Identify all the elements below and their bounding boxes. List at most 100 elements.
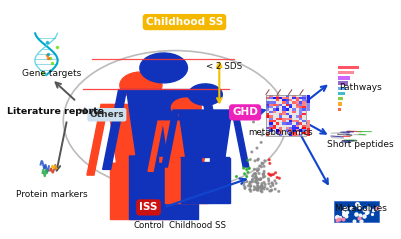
Point bbox=[255, 181, 261, 185]
FancyBboxPatch shape bbox=[296, 113, 299, 115]
FancyBboxPatch shape bbox=[299, 99, 302, 102]
Point bbox=[253, 188, 260, 191]
FancyBboxPatch shape bbox=[289, 109, 292, 111]
FancyBboxPatch shape bbox=[289, 104, 292, 106]
FancyBboxPatch shape bbox=[273, 118, 276, 120]
FancyBboxPatch shape bbox=[282, 102, 286, 104]
Text: Control: Control bbox=[133, 221, 164, 230]
Point bbox=[261, 169, 267, 173]
FancyBboxPatch shape bbox=[282, 118, 286, 120]
FancyBboxPatch shape bbox=[276, 125, 279, 127]
Point bbox=[245, 184, 251, 188]
FancyBboxPatch shape bbox=[273, 95, 276, 97]
FancyBboxPatch shape bbox=[292, 104, 296, 106]
FancyBboxPatch shape bbox=[279, 104, 282, 106]
Text: GHD: GHD bbox=[232, 107, 258, 117]
FancyBboxPatch shape bbox=[273, 122, 276, 125]
FancyBboxPatch shape bbox=[286, 102, 289, 104]
FancyBboxPatch shape bbox=[286, 134, 289, 136]
Text: Short peptides: Short peptides bbox=[327, 140, 394, 149]
Point bbox=[254, 158, 261, 162]
FancyBboxPatch shape bbox=[276, 118, 279, 120]
FancyBboxPatch shape bbox=[296, 104, 299, 106]
FancyBboxPatch shape bbox=[282, 129, 286, 131]
Polygon shape bbox=[129, 156, 158, 219]
FancyBboxPatch shape bbox=[299, 113, 302, 115]
FancyBboxPatch shape bbox=[338, 108, 341, 111]
Point bbox=[251, 185, 257, 189]
Point bbox=[256, 186, 263, 190]
FancyBboxPatch shape bbox=[279, 109, 282, 111]
FancyBboxPatch shape bbox=[266, 131, 269, 134]
FancyBboxPatch shape bbox=[282, 104, 286, 106]
Point bbox=[261, 187, 267, 191]
Point bbox=[241, 183, 247, 187]
FancyBboxPatch shape bbox=[269, 127, 273, 129]
Point bbox=[268, 189, 274, 193]
Point bbox=[253, 176, 260, 180]
FancyBboxPatch shape bbox=[276, 99, 279, 102]
Polygon shape bbox=[179, 110, 232, 162]
Point bbox=[249, 174, 256, 178]
Polygon shape bbox=[190, 163, 208, 203]
Point bbox=[270, 183, 276, 187]
FancyBboxPatch shape bbox=[302, 102, 306, 104]
Point bbox=[246, 182, 253, 186]
FancyBboxPatch shape bbox=[282, 125, 286, 127]
FancyBboxPatch shape bbox=[266, 104, 269, 106]
Point bbox=[253, 180, 260, 184]
FancyBboxPatch shape bbox=[296, 97, 299, 99]
Point bbox=[273, 181, 279, 185]
Polygon shape bbox=[210, 158, 230, 203]
FancyBboxPatch shape bbox=[299, 106, 302, 109]
FancyBboxPatch shape bbox=[302, 122, 306, 125]
FancyBboxPatch shape bbox=[289, 106, 292, 109]
FancyBboxPatch shape bbox=[269, 97, 273, 99]
Point bbox=[275, 190, 282, 193]
FancyBboxPatch shape bbox=[289, 118, 292, 120]
Point bbox=[241, 180, 247, 184]
FancyBboxPatch shape bbox=[292, 120, 296, 122]
FancyBboxPatch shape bbox=[279, 106, 282, 109]
Point bbox=[258, 165, 265, 169]
Point bbox=[258, 188, 264, 192]
FancyBboxPatch shape bbox=[279, 95, 282, 97]
Point bbox=[276, 176, 283, 180]
Polygon shape bbox=[174, 104, 195, 175]
FancyBboxPatch shape bbox=[279, 111, 282, 113]
Polygon shape bbox=[87, 104, 108, 175]
FancyBboxPatch shape bbox=[269, 106, 273, 109]
FancyBboxPatch shape bbox=[338, 81, 348, 85]
FancyBboxPatch shape bbox=[269, 102, 273, 104]
Polygon shape bbox=[172, 98, 201, 117]
Point bbox=[233, 174, 240, 178]
FancyBboxPatch shape bbox=[286, 97, 289, 99]
FancyBboxPatch shape bbox=[276, 127, 279, 129]
FancyBboxPatch shape bbox=[302, 120, 306, 122]
FancyBboxPatch shape bbox=[296, 134, 299, 136]
FancyBboxPatch shape bbox=[276, 95, 279, 97]
FancyBboxPatch shape bbox=[296, 99, 299, 102]
FancyBboxPatch shape bbox=[279, 115, 282, 118]
FancyBboxPatch shape bbox=[266, 99, 269, 102]
Point bbox=[272, 171, 279, 175]
Text: Others: Others bbox=[89, 110, 124, 119]
FancyBboxPatch shape bbox=[302, 97, 306, 99]
Point bbox=[253, 174, 259, 178]
Point bbox=[268, 173, 275, 177]
Point bbox=[250, 177, 256, 181]
Point bbox=[254, 178, 261, 182]
Text: Gene targets: Gene targets bbox=[22, 69, 81, 78]
Point bbox=[261, 185, 268, 189]
FancyBboxPatch shape bbox=[299, 109, 302, 111]
Point bbox=[254, 181, 261, 185]
Point bbox=[247, 188, 253, 192]
FancyBboxPatch shape bbox=[269, 113, 273, 115]
Point bbox=[255, 188, 261, 192]
Point bbox=[271, 179, 278, 183]
Polygon shape bbox=[210, 121, 225, 171]
Point bbox=[244, 180, 250, 184]
Point bbox=[251, 188, 257, 192]
FancyBboxPatch shape bbox=[273, 109, 276, 111]
Polygon shape bbox=[146, 163, 172, 219]
